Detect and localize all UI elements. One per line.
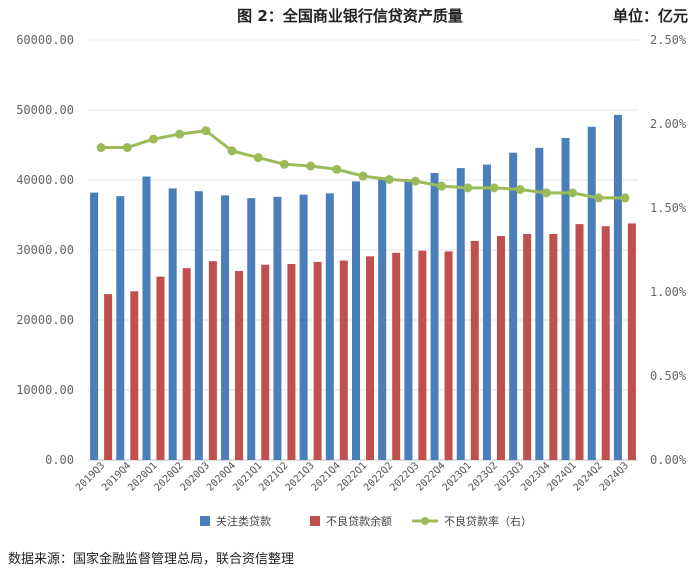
bar-npl-balance xyxy=(182,268,191,460)
bar-npl-balance xyxy=(261,264,270,460)
bar-concern-loans xyxy=(535,147,544,461)
right-tick-label: 2.50% xyxy=(650,33,687,47)
right-tick-label: 0.00% xyxy=(650,453,687,467)
chart: 0.00 10000.00 20000.00 30000.00 40000.00 5000… xyxy=(16,33,687,528)
bar-concern-loans xyxy=(456,168,465,460)
bar-concern-loans xyxy=(378,178,387,460)
bar-npl-balance xyxy=(418,250,427,460)
bar-npl-balance xyxy=(287,264,296,460)
npl-rate-point xyxy=(253,153,263,163)
legend-swatch xyxy=(310,516,320,526)
right-tick-label: 1.00% xyxy=(650,285,687,299)
left-axis: 0.00 10000.00 20000.00 30000.00 40000.00 5000… xyxy=(16,33,74,467)
left-tick-label: 30000.00 xyxy=(16,243,74,257)
bar-npl-balance xyxy=(130,291,139,460)
npl-rate-point xyxy=(148,134,158,144)
bar-npl-balance xyxy=(444,251,453,460)
rate-line xyxy=(96,126,630,203)
unit-label: 单位：亿元 xyxy=(612,7,688,25)
bar-npl-balance xyxy=(313,261,322,460)
bar-npl-balance xyxy=(601,226,610,460)
bar-concern-loans xyxy=(273,196,282,461)
bar-concern-loans xyxy=(299,194,308,460)
left-tick-label: 0.00 xyxy=(45,453,74,467)
right-tick-label: 0.50% xyxy=(650,369,687,383)
grid xyxy=(88,39,638,461)
bar-npl-balance xyxy=(156,276,165,460)
bar-npl-balance xyxy=(470,240,479,460)
source-note: 数据来源：国家金融监督管理总局，联合资信整理 xyxy=(8,552,295,567)
right-tick-label: 1.50% xyxy=(650,201,687,215)
bar-concern-loans xyxy=(142,176,151,460)
right-axis: 0.00% 0.50% 1.00% 1.50% 2.00% 2.50% xyxy=(650,33,687,467)
npl-rate-point xyxy=(620,193,630,203)
bar-concern-loans xyxy=(430,173,439,460)
left-tick-label: 10000.00 xyxy=(16,383,74,397)
bar-npl-balance xyxy=(627,223,636,460)
bar-concern-loans xyxy=(404,179,413,461)
npl-rate-line xyxy=(101,129,625,200)
npl-rate-point xyxy=(358,171,368,181)
right-tick-label: 2.00% xyxy=(650,117,687,131)
npl-rate-point xyxy=(306,161,316,171)
bar-npl-balance xyxy=(104,294,113,460)
npl-rate-point xyxy=(437,181,447,191)
npl-rate-point xyxy=(227,146,237,156)
npl-rate-point xyxy=(384,174,394,184)
npl-rate-point xyxy=(96,143,106,153)
npl-rate-point xyxy=(541,188,551,198)
x-axis: 2019Q32019Q42020Q12020Q22020Q32020Q42021… xyxy=(74,460,631,493)
left-tick-label: 40000.00 xyxy=(16,173,74,187)
legend-swatch xyxy=(421,517,429,525)
bar-concern-loans xyxy=(561,138,570,460)
npl-rate-point xyxy=(568,188,578,198)
bar-concern-loans xyxy=(221,195,230,460)
bar-npl-balance xyxy=(235,271,244,460)
bar-concern-loans xyxy=(116,196,125,460)
bar-npl-balance xyxy=(523,233,532,460)
bar-npl-balance xyxy=(392,252,401,460)
legend-swatch xyxy=(200,516,210,526)
bar-concern-loans xyxy=(325,193,334,461)
npl-rate-point xyxy=(410,176,420,186)
bar-npl-balance xyxy=(496,236,505,460)
left-tick-label: 20000.00 xyxy=(16,313,74,327)
bar-concern-loans xyxy=(482,164,491,460)
bar-concern-loans xyxy=(613,114,622,461)
bar-npl-balance xyxy=(339,260,348,460)
bar-concern-loans xyxy=(168,188,177,460)
npl-rate-point xyxy=(463,183,473,193)
legend-label: 不良贷款余额 xyxy=(326,514,392,528)
npl-rate-point xyxy=(515,185,525,195)
bar-npl-balance xyxy=(575,224,584,460)
x-tick-label: 2024Q3 xyxy=(598,460,631,493)
bar-npl-balance xyxy=(208,261,217,460)
bar-concern-loans xyxy=(247,198,256,460)
chart-title: 图 2：全国商业银行信贷资产质量 xyxy=(237,7,463,25)
bar-npl-balance xyxy=(366,256,374,460)
npl-rate-point xyxy=(279,159,289,169)
npl-rate-point xyxy=(122,143,132,153)
npl-rate-point xyxy=(332,164,342,174)
npl-rate-point xyxy=(201,126,211,136)
bar-concern-loans xyxy=(352,181,360,460)
legend-label: 不良贷款率（右） xyxy=(444,514,532,528)
left-tick-label: 50000.00 xyxy=(16,103,74,117)
legend-label: 关注类贷款 xyxy=(216,514,271,528)
bars xyxy=(90,114,636,461)
legend: 关注类贷款 不良贷款余额 不良贷款率（右） xyxy=(200,514,532,528)
bar-concern-loans xyxy=(90,192,99,460)
bar-npl-balance xyxy=(549,233,558,460)
bar-concern-loans xyxy=(509,152,518,460)
bar-concern-loans xyxy=(194,191,203,460)
bar-concern-loans xyxy=(587,126,596,461)
npl-rate-point xyxy=(594,193,604,203)
npl-rate-point xyxy=(489,183,499,193)
npl-rate-point xyxy=(175,129,185,139)
left-tick-label: 60000.00 xyxy=(16,33,74,47)
